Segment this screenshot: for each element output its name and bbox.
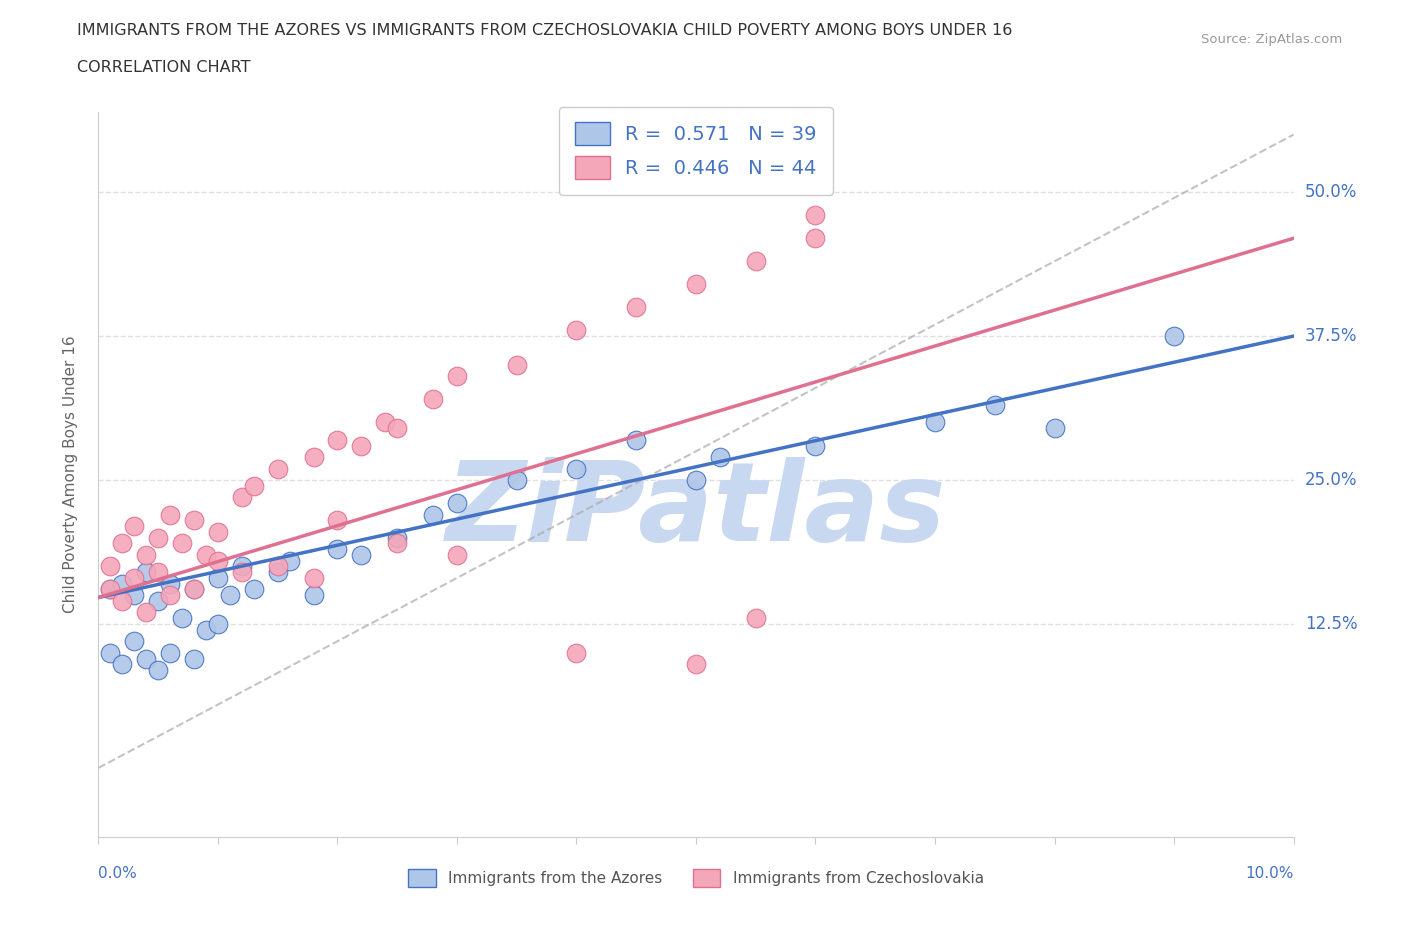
Point <box>302 570 325 585</box>
Point <box>446 369 468 384</box>
Point <box>111 657 134 671</box>
Point <box>745 254 768 269</box>
Point <box>243 478 266 493</box>
Point <box>111 593 134 608</box>
Legend: Immigrants from the Azores, Immigrants from Czechoslovakia: Immigrants from the Azores, Immigrants f… <box>401 862 991 895</box>
Point <box>135 548 157 563</box>
Text: 50.0%: 50.0% <box>1305 183 1357 201</box>
Point <box>385 536 409 551</box>
Point <box>446 496 468 511</box>
Text: 37.5%: 37.5% <box>1305 327 1357 345</box>
Point <box>98 582 122 597</box>
Point <box>565 645 588 660</box>
Point <box>98 559 122 574</box>
Point <box>302 588 325 603</box>
Point <box>111 577 134 591</box>
Point <box>207 553 229 568</box>
Point <box>326 432 349 447</box>
Point <box>626 299 648 314</box>
Point <box>207 617 229 631</box>
Point <box>267 565 290 579</box>
Point <box>159 507 181 522</box>
Point <box>385 530 409 545</box>
Point <box>326 541 349 556</box>
Point <box>422 392 444 407</box>
Point <box>506 357 529 372</box>
Point <box>422 507 444 522</box>
Point <box>183 582 205 597</box>
Point <box>98 645 122 660</box>
Point <box>984 398 1007 413</box>
Point <box>326 513 349 528</box>
Point <box>148 662 170 677</box>
Point <box>278 553 301 568</box>
Point <box>745 611 768 626</box>
Point <box>804 438 827 453</box>
Text: Source: ZipAtlas.com: Source: ZipAtlas.com <box>1202 33 1343 46</box>
Point <box>231 559 253 574</box>
Point <box>267 461 290 476</box>
Point <box>135 605 157 620</box>
Point <box>350 438 373 453</box>
Text: 10.0%: 10.0% <box>1246 866 1294 881</box>
Point <box>148 530 170 545</box>
Text: 12.5%: 12.5% <box>1305 615 1357 633</box>
Point <box>148 593 170 608</box>
Point <box>207 525 229 539</box>
Point <box>685 472 707 487</box>
Point <box>124 519 146 534</box>
Point <box>195 622 218 637</box>
Point <box>183 513 205 528</box>
Point <box>135 565 157 579</box>
Point <box>172 611 194 626</box>
Point <box>804 231 827 246</box>
Point <box>135 651 157 666</box>
Point <box>183 582 205 597</box>
Text: IMMIGRANTS FROM THE AZORES VS IMMIGRANTS FROM CZECHOSLOVAKIA CHILD POVERTY AMONG: IMMIGRANTS FROM THE AZORES VS IMMIGRANTS… <box>77 23 1012 38</box>
Point <box>124 570 146 585</box>
Point <box>267 559 290 574</box>
Point <box>159 645 181 660</box>
Point <box>124 588 146 603</box>
Point <box>159 588 181 603</box>
Point <box>924 415 946 430</box>
Point <box>1163 328 1185 343</box>
Point <box>1043 420 1066 435</box>
Point <box>709 449 731 464</box>
Point <box>385 420 409 435</box>
Text: 25.0%: 25.0% <box>1305 472 1357 489</box>
Point <box>124 634 146 649</box>
Point <box>195 548 218 563</box>
Point <box>506 472 529 487</box>
Point <box>626 432 648 447</box>
Point <box>243 582 266 597</box>
Point <box>350 548 373 563</box>
Point <box>685 657 707 671</box>
Point <box>159 577 181 591</box>
Point <box>183 651 205 666</box>
Point <box>446 548 468 563</box>
Point <box>302 449 325 464</box>
Text: 0.0%: 0.0% <box>98 866 138 881</box>
Point <box>98 582 122 597</box>
Point <box>111 536 134 551</box>
Point <box>565 323 588 338</box>
Text: ZiPatlas: ZiPatlas <box>446 457 946 565</box>
Point <box>565 461 588 476</box>
Point <box>685 277 707 292</box>
Point <box>231 565 253 579</box>
Text: CORRELATION CHART: CORRELATION CHART <box>77 60 250 75</box>
Point <box>148 565 170 579</box>
Y-axis label: Child Poverty Among Boys Under 16: Child Poverty Among Boys Under 16 <box>63 336 77 613</box>
Point <box>231 490 253 505</box>
Point <box>207 570 229 585</box>
Point <box>219 588 242 603</box>
Point <box>374 415 396 430</box>
Point <box>804 207 827 222</box>
Point <box>172 536 194 551</box>
